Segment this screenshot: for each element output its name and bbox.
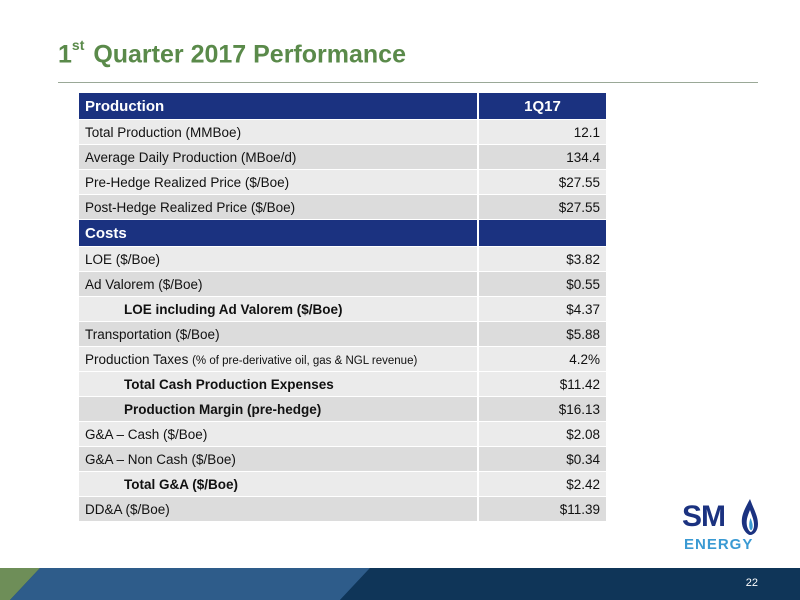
table-row: Total Production (MMBoe) 12.1 [79, 119, 608, 145]
row-label: Ad Valorem ($/Boe) [79, 271, 479, 297]
company-logo: SM ENERGY [682, 498, 762, 556]
row-value: $3.82 [478, 246, 608, 272]
table-row-subtotal: Production Margin (pre-hedge) $16.13 [79, 396, 608, 422]
row-value: $0.34 [478, 446, 608, 472]
row-value: $4.37 [478, 296, 608, 322]
table-row: Average Daily Production (MBoe/d) 134.4 [79, 144, 608, 170]
footer-bar [0, 568, 800, 600]
slide-title: 1st Quarter 2017 Performance [58, 37, 406, 69]
table-row: Post-Hedge Realized Price ($/Boe) $27.55 [79, 194, 608, 220]
row-label: Pre-Hedge Realized Price ($/Boe) [79, 169, 479, 195]
title-divider [58, 82, 758, 83]
row-value: $16.13 [478, 396, 608, 422]
row-value: 134.4 [478, 144, 608, 170]
table-row: Ad Valorem ($/Boe) $0.55 [79, 271, 608, 297]
table-row-subtotal: Total G&A ($/Boe) $2.42 [79, 471, 608, 497]
header-label: Production [79, 93, 479, 120]
row-value: $5.88 [478, 321, 608, 347]
flame-icon [741, 499, 758, 535]
title-superscript: st [71, 37, 85, 53]
table-row: LOE ($/Boe) $3.82 [79, 246, 608, 272]
row-label: G&A – Non Cash ($/Boe) [79, 446, 479, 472]
row-label: Production Taxes (% of pre-derivative oi… [79, 346, 479, 372]
row-value: $11.39 [478, 496, 608, 522]
row-label-main: Production Taxes [85, 351, 189, 367]
table-row: G&A – Non Cash ($/Boe) $0.34 [79, 446, 608, 472]
title-text: Quarter 2017 Performance [93, 40, 406, 69]
header-label: Costs [79, 219, 479, 247]
title-number: 1 [58, 40, 72, 69]
row-label: Total Cash Production Expenses [79, 371, 479, 397]
row-value: 4.2% [478, 346, 608, 372]
row-value: $11.42 [478, 371, 608, 397]
row-label: LOE including Ad Valorem ($/Boe) [79, 296, 479, 322]
row-value: $2.08 [478, 421, 608, 447]
row-label: Transportation ($/Boe) [79, 321, 479, 347]
row-value: $2.42 [478, 471, 608, 497]
table-row: DD&A ($/Boe) $11.39 [79, 496, 608, 522]
table-header-production: Production 1Q17 [79, 93, 608, 120]
row-label: Average Daily Production (MBoe/d) [79, 144, 479, 170]
row-label: Post-Hedge Realized Price ($/Boe) [79, 194, 479, 220]
row-label: G&A – Cash ($/Boe) [79, 421, 479, 447]
table-row: G&A – Cash ($/Boe) $2.08 [79, 421, 608, 447]
row-label: LOE ($/Boe) [79, 246, 479, 272]
row-label: Total G&A ($/Boe) [79, 471, 479, 497]
logo-wordmark-top: SM [682, 500, 726, 533]
table-row-subtotal: LOE including Ad Valorem ($/Boe) $4.37 [79, 296, 608, 322]
table-row: Production Taxes (% of pre-derivative oi… [79, 346, 608, 372]
logo-wordmark-bottom: ENERGY [684, 536, 754, 553]
table-row: Transportation ($/Boe) $5.88 [79, 321, 608, 347]
header-period [478, 219, 608, 247]
performance-table: Production 1Q17 Total Production (MMBoe)… [79, 93, 608, 522]
page-number: 22 [745, 577, 758, 589]
row-value: $27.55 [478, 194, 608, 220]
row-value: $0.55 [478, 271, 608, 297]
row-label: DD&A ($/Boe) [79, 496, 479, 522]
row-value: 12.1 [478, 119, 608, 145]
header-period: 1Q17 [478, 93, 608, 120]
row-label-note: (% of pre-derivative oil, gas & NGL reve… [192, 354, 418, 367]
table-header-costs: Costs [79, 219, 608, 247]
table-row-subtotal: Total Cash Production Expenses $11.42 [79, 371, 608, 397]
table-row: Pre-Hedge Realized Price ($/Boe) $27.55 [79, 169, 608, 195]
row-value: $27.55 [478, 169, 608, 195]
row-label: Production Margin (pre-hedge) [79, 396, 479, 422]
row-label: Total Production (MMBoe) [79, 119, 479, 145]
